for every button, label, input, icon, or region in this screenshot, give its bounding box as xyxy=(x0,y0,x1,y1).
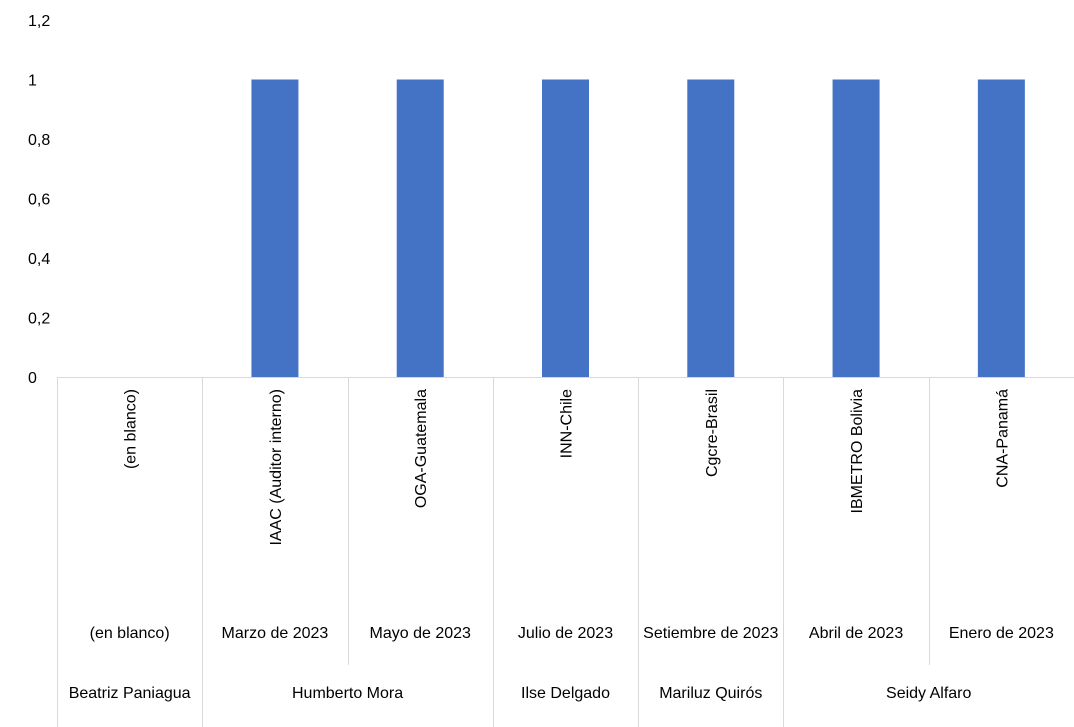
category-label: Cgcre-Brasil xyxy=(704,389,721,477)
y-tick-label: 1,2 xyxy=(28,13,50,30)
bars xyxy=(251,79,1025,377)
date-label: Julio de 2023 xyxy=(518,625,613,642)
date-label: Mayo de 2023 xyxy=(370,625,472,642)
y-tick-label: 0 xyxy=(28,370,37,387)
bar xyxy=(977,79,1025,377)
category-label: IBMETRO Bolivia xyxy=(849,389,866,514)
y-tick-label: 0,2 xyxy=(28,311,50,328)
category-label: OGA-Guatemala xyxy=(413,389,430,508)
date-label: (en blanco) xyxy=(90,625,170,642)
bar xyxy=(687,79,735,377)
bar xyxy=(832,79,880,377)
person-label: Humberto Mora xyxy=(292,685,403,702)
y-tick-label: 0,8 xyxy=(28,132,50,149)
person-label: Ilse Delgado xyxy=(521,685,610,702)
date-label: Setiembre de 2023 xyxy=(643,625,778,642)
category-labels: (en blanco) IAAC (Auditor interno) OGA-Gua… xyxy=(123,389,1012,546)
date-labels: (en blanco) Marzo de 2023 Mayo de 2023 Juli… xyxy=(90,625,1054,642)
category-label: (en blanco) xyxy=(123,389,140,469)
bar xyxy=(396,79,444,377)
bar xyxy=(542,79,589,377)
y-tick-label: 0,6 xyxy=(28,192,50,209)
category-label: IAAC (Auditor interno) xyxy=(268,389,285,546)
category-label: CNA-Panamá xyxy=(994,389,1011,488)
person-labels: Beatriz Paniagua Humberto Mora Ilse Delgad… xyxy=(69,685,972,702)
y-tick-label: 1 xyxy=(28,73,37,90)
date-label: Abril de 2023 xyxy=(809,625,903,642)
y-tick-label: 0,4 xyxy=(28,251,50,268)
person-label: Beatriz Paniagua xyxy=(69,685,191,702)
y-axis-ticks: 0 0,2 0,4 0,6 0,8 1 1,2 xyxy=(28,13,50,387)
x-axis xyxy=(57,377,1074,727)
bar xyxy=(251,79,299,377)
person-label: Mariluz Quirós xyxy=(659,685,762,702)
date-label: Enero de 2023 xyxy=(949,625,1054,642)
category-label: INN-Chile xyxy=(559,389,576,458)
date-label: Marzo de 2023 xyxy=(222,625,329,642)
person-label: Seidy Alfaro xyxy=(886,685,971,702)
